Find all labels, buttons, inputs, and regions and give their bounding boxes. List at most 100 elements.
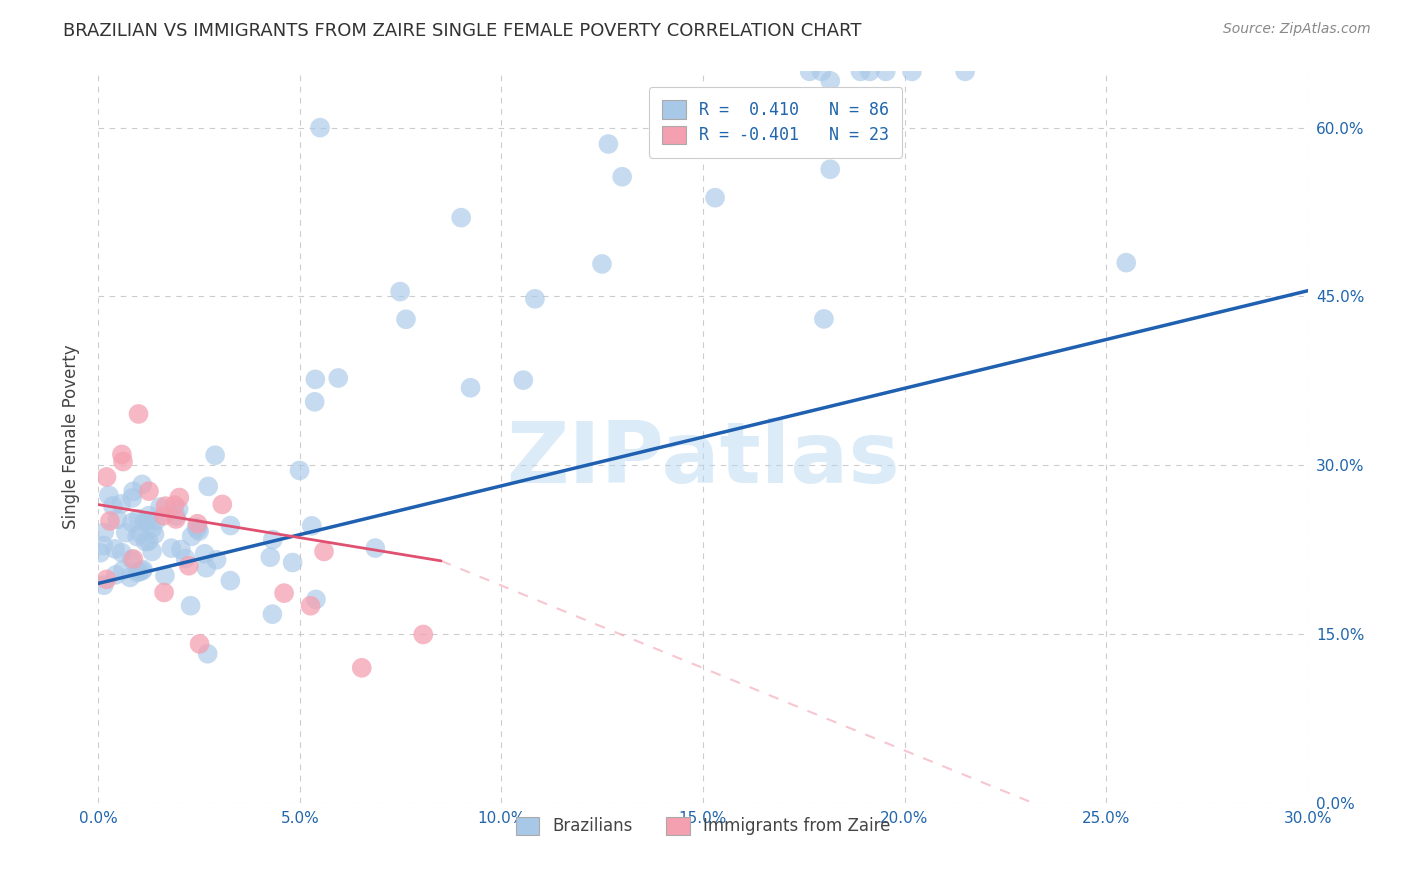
- Point: [813, 312, 835, 326]
- Point: [118, 570, 141, 584]
- Point: [312, 544, 335, 558]
- Point: [132, 562, 155, 576]
- Point: [134, 514, 156, 528]
- Point: [281, 556, 304, 570]
- Point: [704, 191, 727, 205]
- Point: [197, 479, 219, 493]
- Point: [138, 534, 160, 549]
- Point: [180, 529, 202, 543]
- Point: [309, 120, 332, 135]
- Point: [138, 484, 160, 499]
- Point: [799, 64, 821, 78]
- Point: [121, 552, 143, 566]
- Point: [205, 553, 228, 567]
- Point: [188, 637, 211, 651]
- Point: [143, 527, 166, 541]
- Point: [299, 599, 322, 613]
- Point: [131, 477, 153, 491]
- Point: [412, 627, 434, 641]
- Point: [612, 169, 634, 184]
- Point: [305, 592, 328, 607]
- Point: [153, 585, 176, 599]
- Point: [104, 567, 127, 582]
- Point: [155, 499, 177, 513]
- Legend: Brazilians, Immigrants from Zaire: Brazilians, Immigrants from Zaire: [509, 810, 897, 842]
- Point: [89, 546, 111, 560]
- Point: [110, 497, 132, 511]
- Point: [152, 508, 174, 523]
- Point: [262, 607, 284, 622]
- Point: [141, 544, 163, 558]
- Point: [219, 574, 242, 588]
- Point: [859, 64, 882, 78]
- Point: [129, 526, 152, 541]
- Point: [953, 64, 976, 78]
- Text: ZIPatlas: ZIPatlas: [506, 417, 900, 500]
- Point: [211, 498, 233, 512]
- Point: [186, 521, 208, 535]
- Point: [169, 491, 191, 505]
- Point: [818, 162, 841, 177]
- Point: [188, 524, 211, 539]
- Point: [97, 488, 120, 502]
- Point: [93, 578, 115, 592]
- Point: [101, 499, 124, 513]
- Point: [128, 407, 150, 421]
- Point: [96, 573, 118, 587]
- Point: [204, 448, 226, 462]
- Point: [395, 312, 418, 326]
- Point: [197, 647, 219, 661]
- Point: [160, 541, 183, 556]
- Point: [114, 525, 136, 540]
- Point: [512, 373, 534, 387]
- Point: [163, 498, 186, 512]
- Point: [810, 64, 832, 78]
- Point: [219, 518, 242, 533]
- Point: [107, 512, 129, 526]
- Point: [598, 136, 620, 151]
- Point: [121, 491, 143, 505]
- Point: [149, 500, 172, 514]
- Point: [96, 470, 118, 484]
- Point: [174, 551, 197, 566]
- Point: [187, 522, 209, 536]
- Point: [350, 661, 373, 675]
- Point: [591, 257, 613, 271]
- Point: [170, 542, 193, 557]
- Point: [93, 525, 115, 540]
- Point: [328, 371, 350, 385]
- Point: [98, 514, 121, 528]
- Point: [820, 74, 842, 88]
- Text: Source: ZipAtlas.com: Source: ZipAtlas.com: [1223, 22, 1371, 37]
- Text: BRAZILIAN VS IMMIGRANTS FROM ZAIRE SINGLE FEMALE POVERTY CORRELATION CHART: BRAZILIAN VS IMMIGRANTS FROM ZAIRE SINGL…: [63, 22, 862, 40]
- Point: [141, 521, 163, 535]
- Point: [122, 552, 145, 566]
- Point: [262, 533, 284, 547]
- Point: [127, 566, 149, 580]
- Point: [1115, 255, 1137, 269]
- Point: [165, 512, 187, 526]
- Point: [288, 463, 311, 477]
- Point: [153, 568, 176, 582]
- Point: [304, 372, 326, 386]
- Point: [301, 518, 323, 533]
- Point: [875, 64, 897, 78]
- Point: [111, 454, 134, 468]
- Point: [122, 484, 145, 499]
- Point: [180, 599, 202, 613]
- Point: [273, 586, 295, 600]
- Point: [111, 546, 134, 560]
- Point: [127, 512, 149, 526]
- Point: [177, 558, 200, 573]
- Point: [167, 502, 190, 516]
- Point: [128, 565, 150, 579]
- Point: [730, 108, 752, 122]
- Point: [165, 508, 187, 523]
- Point: [450, 211, 472, 225]
- Point: [125, 530, 148, 544]
- Point: [389, 285, 412, 299]
- Y-axis label: Single Female Poverty: Single Female Poverty: [62, 345, 80, 529]
- Point: [93, 539, 115, 553]
- Point: [304, 394, 326, 409]
- Point: [136, 514, 159, 528]
